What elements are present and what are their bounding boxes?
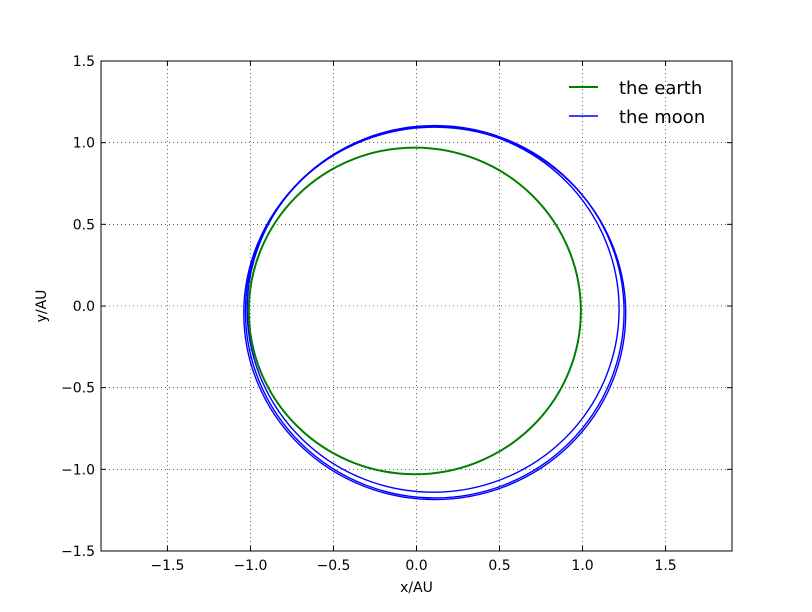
y-tick-label: 1.5 bbox=[73, 54, 95, 70]
series-the-earth bbox=[247, 146, 582, 476]
moon-orbit-line bbox=[244, 124, 625, 499]
y-tick-label: −0.5 bbox=[61, 381, 95, 397]
series-layer bbox=[243, 124, 627, 501]
series-the-moon bbox=[243, 124, 627, 501]
ticks: −1.5 −1.0 −0.5 0.0 0.5 1.0 1.5 −1.5 −1.0 −0.5 0.0 0… bbox=[61, 54, 732, 574]
x-tick-label: −0.5 bbox=[316, 558, 350, 574]
x-tick-label: −1.5 bbox=[150, 558, 184, 574]
moon-orbit-line bbox=[246, 125, 620, 493]
y-tick-label: 0.5 bbox=[73, 217, 95, 233]
legend-label-earth: the earth bbox=[619, 78, 702, 99]
moon-orbit-line bbox=[243, 126, 627, 501]
earth-orbit-line bbox=[247, 146, 582, 476]
y-tick-label: 1.0 bbox=[73, 136, 95, 152]
y-tick-label: −1.5 bbox=[61, 544, 95, 560]
y-tick-label: −1.0 bbox=[61, 462, 95, 478]
x-tick-label: −1.0 bbox=[233, 558, 267, 574]
x-tick-label: 0.5 bbox=[488, 558, 510, 574]
y-tick-label: 0.0 bbox=[73, 299, 95, 315]
legend: the earth the moon bbox=[569, 78, 705, 128]
x-tick-label: 1.0 bbox=[571, 558, 593, 574]
grid bbox=[101, 60, 732, 552]
y-axis-label: y/AU bbox=[34, 290, 50, 323]
x-tick-label: 0.0 bbox=[405, 558, 427, 574]
x-axis-label: x/AU bbox=[400, 580, 433, 596]
legend-label-moon: the moon bbox=[619, 107, 705, 128]
x-tick-label: 1.5 bbox=[654, 558, 676, 574]
